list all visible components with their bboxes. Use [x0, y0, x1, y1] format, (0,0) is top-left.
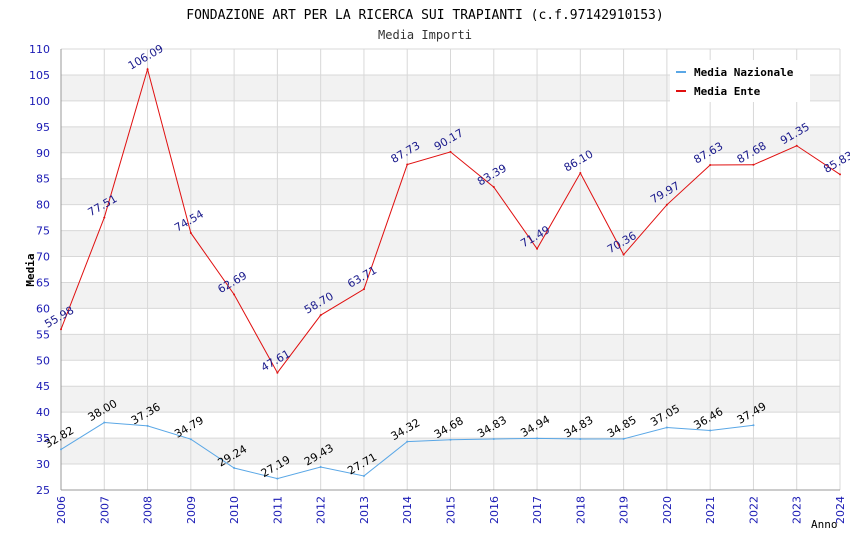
y-tick-label: 105	[29, 69, 50, 82]
data-point	[60, 448, 62, 451]
data-point	[276, 371, 279, 374]
data-point	[319, 314, 322, 317]
y-tick-label: 40	[36, 406, 50, 419]
data-point	[189, 438, 192, 441]
x-axis-label: Anno	[811, 518, 838, 531]
data-point	[146, 68, 149, 71]
data-label: 34.83	[562, 413, 596, 440]
chart-subtitle: Media Importi	[378, 28, 472, 42]
data-point	[146, 424, 149, 427]
x-tick-label: 2012	[315, 496, 328, 524]
data-point	[665, 203, 668, 206]
data-point	[622, 253, 625, 256]
data-point	[276, 477, 279, 480]
data-label: 34.79	[172, 414, 206, 441]
data-point	[233, 293, 236, 296]
y-tick-label: 60	[36, 302, 50, 315]
data-label: 106.09	[126, 42, 166, 73]
data-point	[406, 163, 409, 166]
x-tick-label: 2024	[834, 496, 847, 524]
legend-label: Media Ente	[694, 85, 761, 98]
y-tick-label: 25	[36, 484, 50, 497]
data-point	[362, 288, 365, 291]
y-tick-label: 80	[36, 199, 50, 212]
y-tick-label: 65	[36, 276, 50, 289]
data-point	[709, 429, 712, 432]
data-point	[709, 164, 712, 167]
x-tick-label: 2008	[142, 496, 155, 524]
y-tick-label: 70	[36, 251, 50, 264]
y-tick-label: 110	[29, 43, 50, 56]
data-point	[665, 426, 668, 429]
y-tick-label: 75	[36, 225, 50, 238]
data-point	[492, 437, 495, 440]
y-tick-label: 100	[29, 95, 50, 108]
x-tick-label: 2015	[445, 496, 458, 524]
x-tick-label: 2019	[618, 496, 631, 524]
legend-box	[670, 60, 810, 102]
data-point	[189, 231, 192, 234]
x-tick-label: 2022	[747, 496, 760, 524]
y-tick-label: 90	[36, 147, 50, 160]
data-point	[233, 467, 236, 470]
x-tick-label: 2006	[55, 496, 68, 524]
data-point	[622, 437, 625, 440]
data-point	[406, 440, 409, 443]
data-point	[103, 421, 106, 424]
x-tick-label: 2011	[271, 496, 284, 524]
data-point	[492, 186, 495, 189]
x-tick-label: 2009	[185, 496, 198, 524]
y-tick-label: 45	[36, 380, 50, 393]
x-tick-label: 2023	[791, 496, 804, 524]
x-tick-label: 2010	[228, 496, 241, 524]
y-axis-label: Media	[24, 253, 37, 286]
data-label: 34.68	[432, 414, 466, 441]
x-tick-label: 2021	[704, 496, 717, 524]
data-point	[449, 150, 452, 153]
y-tick-label: 95	[36, 121, 50, 134]
legend: Media Nazionale Media Ente	[670, 60, 810, 102]
legend-label: Media Nazionale	[694, 66, 794, 79]
data-point	[579, 437, 582, 440]
data-point	[60, 328, 62, 331]
y-tick-label: 85	[36, 173, 50, 186]
x-tick-label: 2013	[358, 496, 371, 524]
data-point	[536, 247, 539, 250]
data-point	[319, 466, 322, 469]
chart-title: FONDAZIONE ART PER LA RICERCA SUI TRAPIA…	[186, 8, 663, 23]
x-tick-label: 2007	[98, 496, 111, 524]
data-point	[362, 474, 365, 477]
data-point	[579, 171, 582, 174]
x-tick-label: 2017	[531, 496, 544, 524]
data-point	[752, 163, 755, 166]
data-point	[449, 438, 452, 441]
data-label: 34.83	[475, 413, 509, 440]
x-tick-label: 2018	[574, 496, 587, 524]
data-point	[103, 216, 106, 219]
plot-area: 25 30 35 40 45 50 55 60 65 70 75 80 85 90 95 100 105 110 2…	[29, 42, 850, 524]
data-point	[839, 173, 841, 176]
y-tick-label: 55	[36, 328, 50, 341]
y-tick-label: 50	[36, 354, 50, 367]
x-tick-label: 2020	[661, 496, 674, 524]
y-tick-label: 35	[36, 432, 50, 445]
data-label: 34.94	[518, 413, 552, 440]
data-point	[536, 437, 539, 440]
data-point	[752, 424, 755, 427]
x-tick-label: 2014	[401, 496, 414, 524]
y-tick-label: 30	[36, 458, 50, 471]
data-point	[795, 144, 798, 147]
x-tick-label: 2016	[488, 496, 501, 524]
